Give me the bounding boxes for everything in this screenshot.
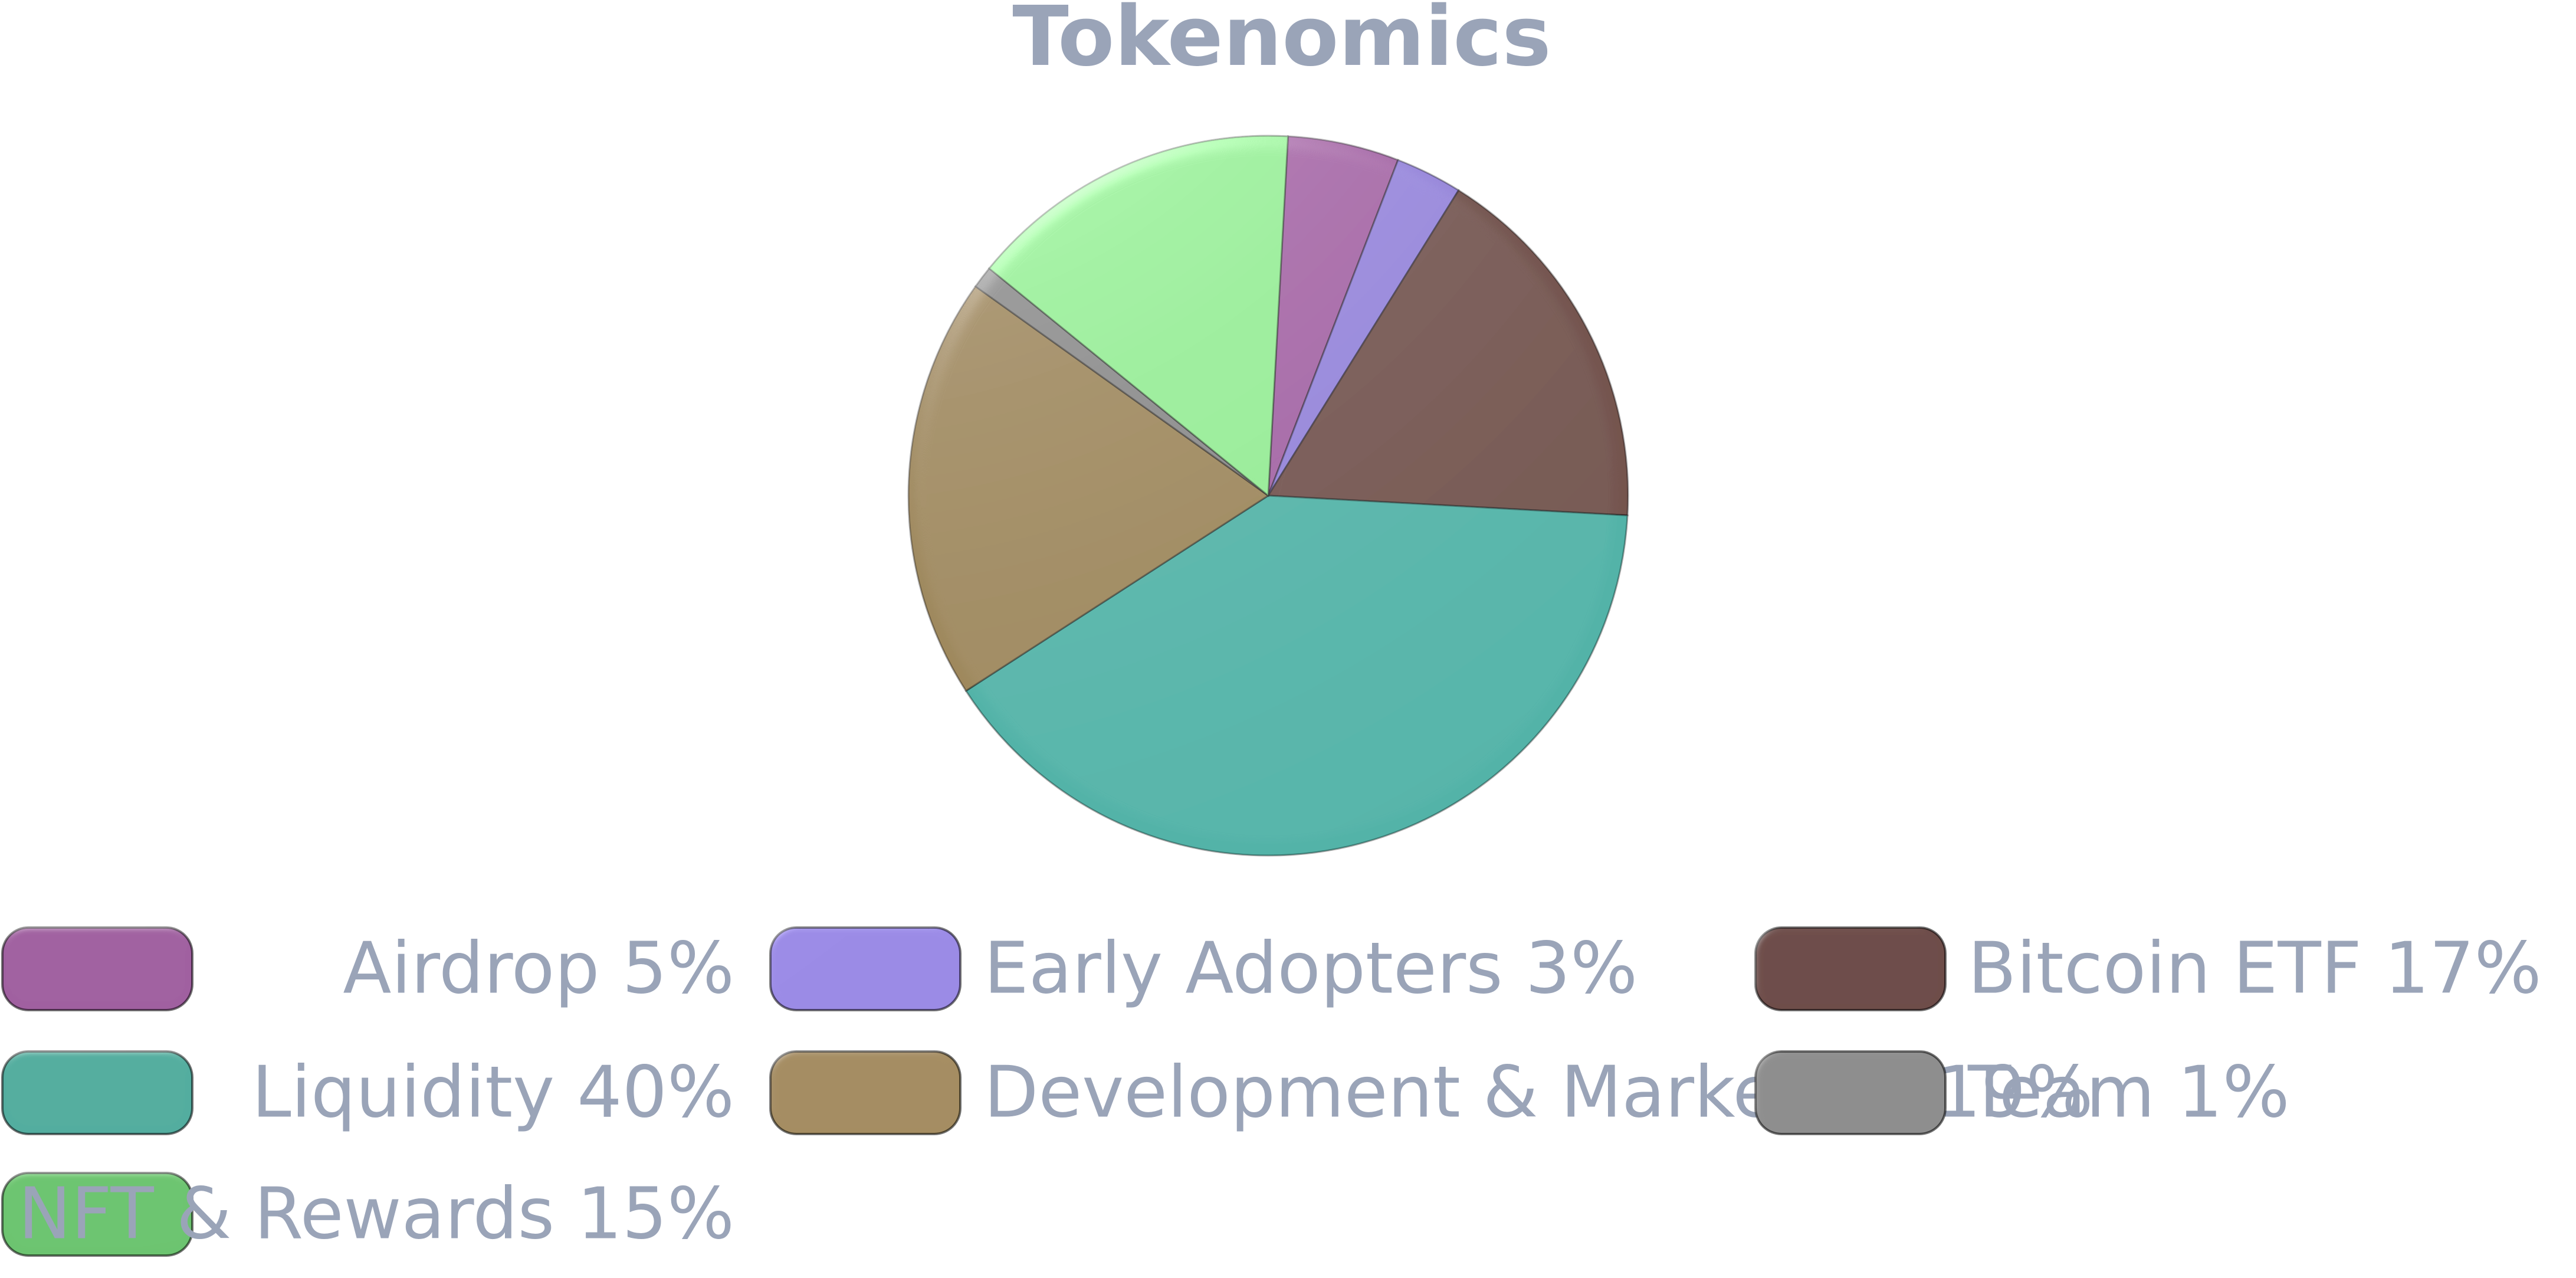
legend-swatch (1, 1050, 193, 1135)
legend-swatch (1, 926, 193, 1011)
pie-slice-airdrop-5 (1267, 135, 1400, 496)
pie-slice-development-marketing-19 (907, 285, 1270, 692)
pie-slice-bitcoin-etf-17 (1266, 189, 1629, 517)
pie-slice-liquidity-40 (964, 494, 1629, 857)
legend-label: NFT & Rewards 15% (18, 1174, 734, 1256)
legend-swatch (1754, 1050, 1947, 1135)
pie-slices (907, 135, 1629, 857)
legend-swatch (769, 926, 962, 1011)
pie-slice-nft-rewards-15 (987, 135, 1289, 498)
legend-swatch (769, 1050, 962, 1135)
legend-label: Liquidity 40% (252, 1052, 734, 1134)
legend-label: Airdrop 5% (343, 928, 734, 1010)
legend-label: Bitcoin ETF 17% (1968, 928, 2542, 1010)
legend-swatch (1754, 926, 1947, 1011)
legend-label: Early Adopters 3% (984, 928, 1638, 1010)
chart-title: Tokenomics (1012, 0, 1551, 85)
legend: Airdrop 5% Early Adopters 3% Bitcoin ETF 1… (1, 926, 2542, 1257)
legend-swatch (1, 1172, 193, 1257)
legend-label: Team 1% (1967, 1052, 2290, 1134)
